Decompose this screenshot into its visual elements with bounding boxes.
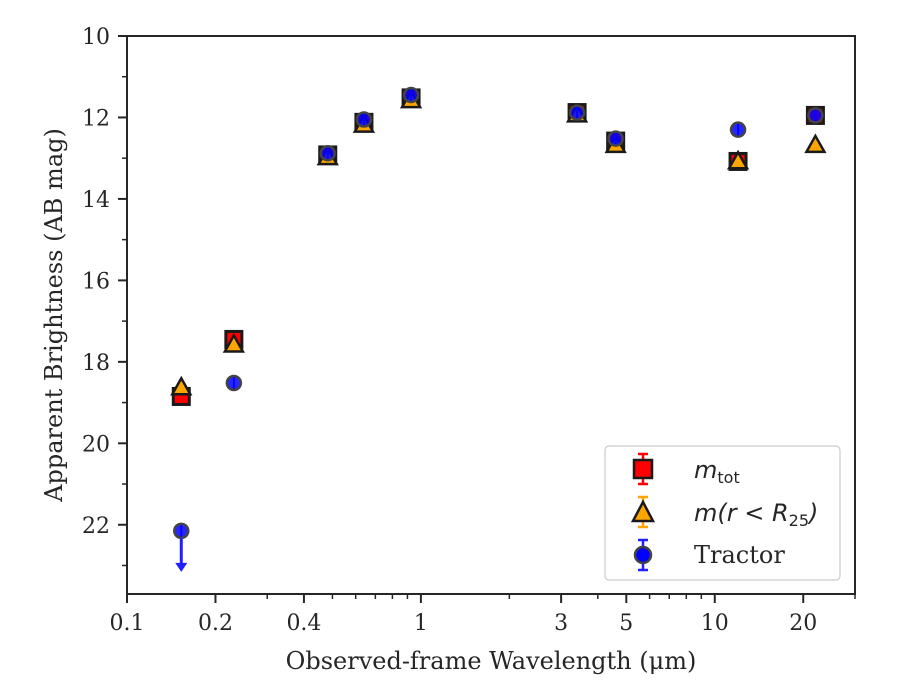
y-tick-label: 18 <box>82 351 110 376</box>
x-tick-label: 20 <box>789 611 817 636</box>
point-circle <box>568 104 586 121</box>
y-tick-label: 20 <box>82 432 110 457</box>
point-circle <box>807 107 824 124</box>
x-tick-label: 3 <box>554 611 568 636</box>
legend-entry-mr25: m(r < R25) <box>630 495 818 530</box>
legend-mr25-label: m(r < R25) <box>694 499 818 530</box>
point-circle <box>225 374 243 392</box>
point-triangle <box>726 149 750 170</box>
point-triangle <box>804 133 827 154</box>
point-circle <box>729 121 747 138</box>
legend: mtot m(r < R25) Tractor <box>604 445 841 581</box>
x-tick-label: 10 <box>701 611 729 636</box>
y-axis-ticks: 10 12 14 16 18 20 22 <box>82 25 127 567</box>
legend-box <box>604 445 841 581</box>
point-circle <box>607 130 624 147</box>
point-triangle <box>222 332 245 353</box>
legend-entry-tractor: Tractor <box>633 538 785 572</box>
plot-frame <box>126 35 856 595</box>
x-tick-label: 0.2 <box>198 611 233 636</box>
legend-mtot-marker <box>632 458 654 480</box>
x-axis-ticks: 0.1 0.2 0.4 1 3 5 10 20 <box>110 594 856 636</box>
y-tick-label: 14 <box>82 188 110 213</box>
legend-tractor-label: Tractor <box>694 541 785 569</box>
point-circle <box>355 111 373 128</box>
y-tick-label: 22 <box>82 514 110 539</box>
legend-tractor-marker <box>633 545 653 565</box>
y-tick-label: 10 <box>82 25 110 50</box>
y-axis-label: Apparent Brightness (AB mag) <box>40 128 68 503</box>
x-axis-label: Observed-frame Wavelength (μm) <box>286 647 697 675</box>
point-circle <box>402 86 420 104</box>
x-tick-label: 1 <box>414 611 428 636</box>
y-tick-label: 16 <box>82 269 110 294</box>
series-circle <box>173 86 824 572</box>
upper-limit-arrowhead <box>175 562 188 572</box>
x-tick-label: 0.4 <box>286 611 321 636</box>
legend-mr25-marker <box>630 499 656 523</box>
legend-entry-mtot: mtot <box>632 452 740 487</box>
y-tick-label: 12 <box>82 106 110 131</box>
x-tick-label: 5 <box>619 611 633 636</box>
point-triangle <box>170 375 193 396</box>
data-marks <box>170 86 827 572</box>
legend-mtot-label: mtot <box>694 456 740 487</box>
point-circle <box>319 145 336 162</box>
x-tick-label: 0.1 <box>110 611 145 636</box>
point-circle <box>173 522 190 540</box>
